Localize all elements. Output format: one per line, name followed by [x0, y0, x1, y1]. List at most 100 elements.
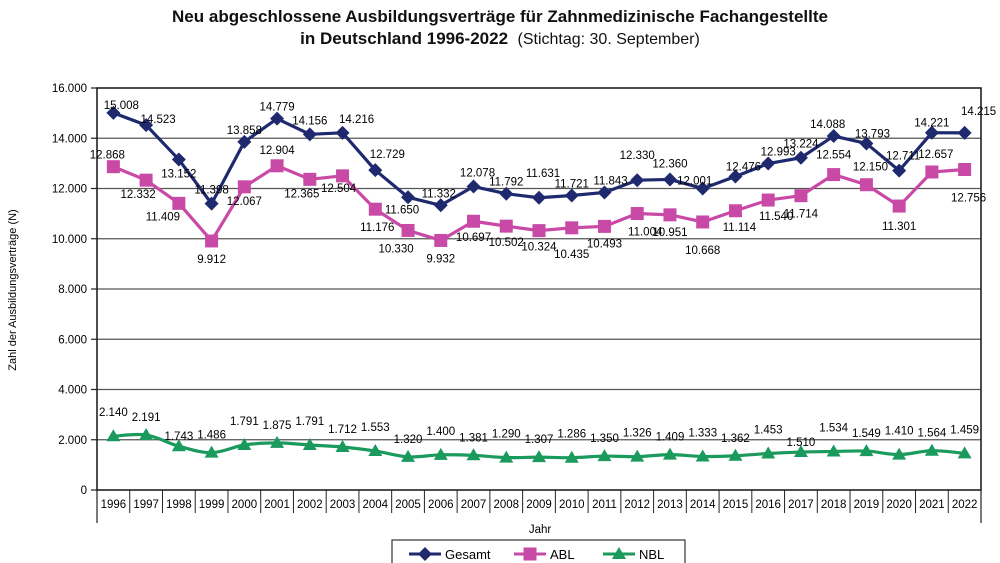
data-label: 10.324: [521, 242, 557, 254]
data-point-gesamt: [401, 190, 416, 205]
data-label: 1.409: [656, 432, 685, 444]
y-axis-title: Zahl der Ausbildungsverträge (N): [7, 209, 19, 370]
data-point-abl: [728, 204, 742, 218]
data-point-gesamt: [106, 105, 121, 120]
data-point-abl: [434, 233, 448, 247]
data-label: 11.714: [784, 209, 819, 221]
data-point-gesamt: [564, 188, 579, 203]
data-point-gesamt: [139, 118, 154, 133]
y-tick-label: 12.000: [52, 184, 87, 196]
data-point-gesamt: [302, 127, 317, 142]
data-label: 12.067: [227, 196, 262, 208]
data-point-abl: [892, 199, 906, 213]
chart-title-region: in Deutschland 1996-2022: [300, 29, 509, 48]
data-point-nbl: [761, 446, 776, 459]
gridlines: [97, 137, 981, 441]
data-label: 1.459: [950, 424, 979, 436]
plot-frame: [96, 87, 982, 491]
data-label: 11.843: [593, 175, 627, 187]
data-point-gesamt: [859, 136, 874, 151]
data-label: 11.540: [759, 211, 793, 223]
data-point-nbl: [924, 443, 939, 456]
y-tick-label: 14.000: [52, 133, 87, 145]
data-point-nbl: [532, 450, 546, 463]
data-label: 1.400: [426, 426, 455, 438]
data-label: 10.330: [378, 243, 413, 255]
data-label: 12.330: [620, 150, 655, 162]
data-label: 1.362: [721, 433, 750, 445]
data-point-gesamt: [237, 134, 252, 149]
data-point-abl: [925, 165, 939, 179]
y-tick-label: 0: [81, 485, 87, 497]
x-tick-label: 2020: [886, 499, 912, 511]
legend-label-abl: ABL: [550, 547, 575, 562]
data-point-abl: [827, 168, 841, 182]
data-label: 1.350: [590, 433, 619, 445]
data-label: 2.191: [132, 412, 161, 424]
data-point-gesamt: [695, 181, 710, 196]
x-tick-label: 2013: [657, 499, 683, 511]
chart-subtitle: (Stichtag: 30. September): [517, 31, 700, 48]
y-tick-label: 8.000: [58, 284, 87, 296]
data-label: 10.697: [456, 232, 491, 244]
data-label: 1.549: [852, 428, 881, 440]
data-point-gesamt: [204, 196, 219, 211]
data-point-nbl: [892, 447, 907, 460]
y-tick-label: 6.000: [58, 334, 87, 346]
data-point-nbl: [204, 445, 219, 458]
data-point-gesamt: [761, 156, 776, 171]
data-label: 11.301: [882, 221, 916, 233]
x-tick-label: 1997: [133, 499, 159, 511]
y-tick-label: 4.000: [58, 385, 87, 397]
data-point-abl: [368, 202, 382, 216]
data-point-nbl: [466, 448, 481, 461]
data-point-nbl: [564, 450, 579, 463]
data-label: 1.791: [230, 416, 259, 428]
data-point-abl: [172, 196, 186, 210]
data-point-abl: [336, 169, 350, 183]
data-label: 11.114: [723, 222, 757, 234]
x-tick-label: 2017: [788, 499, 814, 511]
data-label: 1.743: [164, 431, 193, 443]
data-point-gesamt: [433, 198, 448, 213]
data-point-abl: [761, 193, 775, 207]
data-point-abl: [401, 223, 415, 237]
data-label: 1.410: [885, 426, 914, 438]
data-point-gesamt: [957, 125, 972, 140]
data-point-gesamt: [826, 129, 841, 144]
data-point-abl: [565, 221, 579, 235]
data-point-nbl: [499, 450, 514, 463]
x-tick-label: 1999: [199, 499, 225, 511]
x-tick-label: 2000: [232, 499, 258, 511]
data-point-gesamt: [728, 169, 743, 184]
data-point-abl: [859, 178, 873, 192]
data-label: 12.993: [761, 147, 796, 159]
data-point-nbl: [662, 447, 677, 460]
data-point-abl: [139, 173, 153, 187]
data-label: 10.951: [652, 227, 687, 239]
data-label: 10.493: [587, 238, 622, 250]
data-label: 13.858: [227, 125, 262, 137]
data-label: 1.453: [754, 424, 783, 436]
data-label: 12.150: [853, 162, 888, 174]
y-tick-label: 2.000: [58, 435, 87, 447]
data-point-nbl: [630, 449, 645, 462]
data-label: 12.729: [370, 149, 405, 161]
data-point-gesamt: [466, 179, 481, 194]
data-label: 1.510: [787, 437, 816, 449]
legend-marker-abl: [523, 547, 537, 561]
x-tick-label: 2003: [330, 499, 356, 511]
data-point-abl: [106, 160, 120, 174]
data-label: 12.711: [886, 151, 920, 163]
x-tick-label: 2008: [493, 499, 519, 511]
x-tick-label: 2021: [919, 499, 945, 511]
data-label: 12.554: [816, 150, 852, 162]
data-label: 1.486: [197, 430, 226, 442]
data-label: 11.409: [146, 211, 180, 223]
data-point-gesamt: [892, 163, 907, 178]
data-point-abl: [958, 163, 972, 177]
legend-box: [391, 539, 686, 563]
data-label: 11.792: [489, 177, 523, 189]
data-point-gesamt: [532, 190, 546, 205]
data-label: 2.140: [99, 407, 128, 419]
